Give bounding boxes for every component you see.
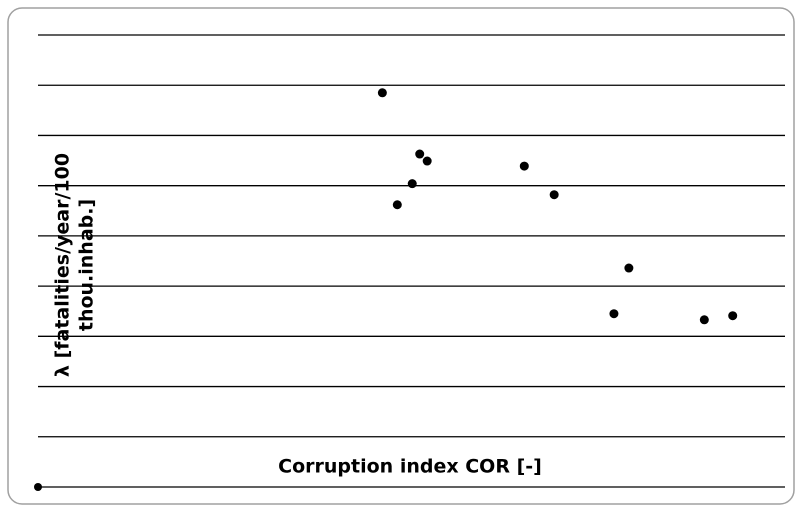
data-point: [624, 263, 634, 273]
data-point: [699, 315, 709, 325]
data-point: [377, 88, 387, 98]
x-axis-label: Corruption index COR [-]: [278, 456, 542, 478]
data-point: [415, 149, 425, 159]
data-point: [728, 311, 738, 321]
data-point: [422, 156, 432, 166]
y-axis-label-line: thou.inhab.]: [76, 199, 98, 331]
data-point: [519, 161, 529, 171]
y-axis-label-line: λ [fatalities/year/100: [52, 153, 74, 377]
chart-frame: [7, 7, 795, 505]
data-point: [609, 309, 619, 319]
y-axis-label: λ [fatalities/year/100 thou.inhab.]: [52, 153, 98, 377]
data-point: [549, 190, 559, 200]
data-point: [392, 200, 402, 210]
axis-origin-marker: [34, 483, 42, 491]
data-point: [407, 179, 417, 189]
